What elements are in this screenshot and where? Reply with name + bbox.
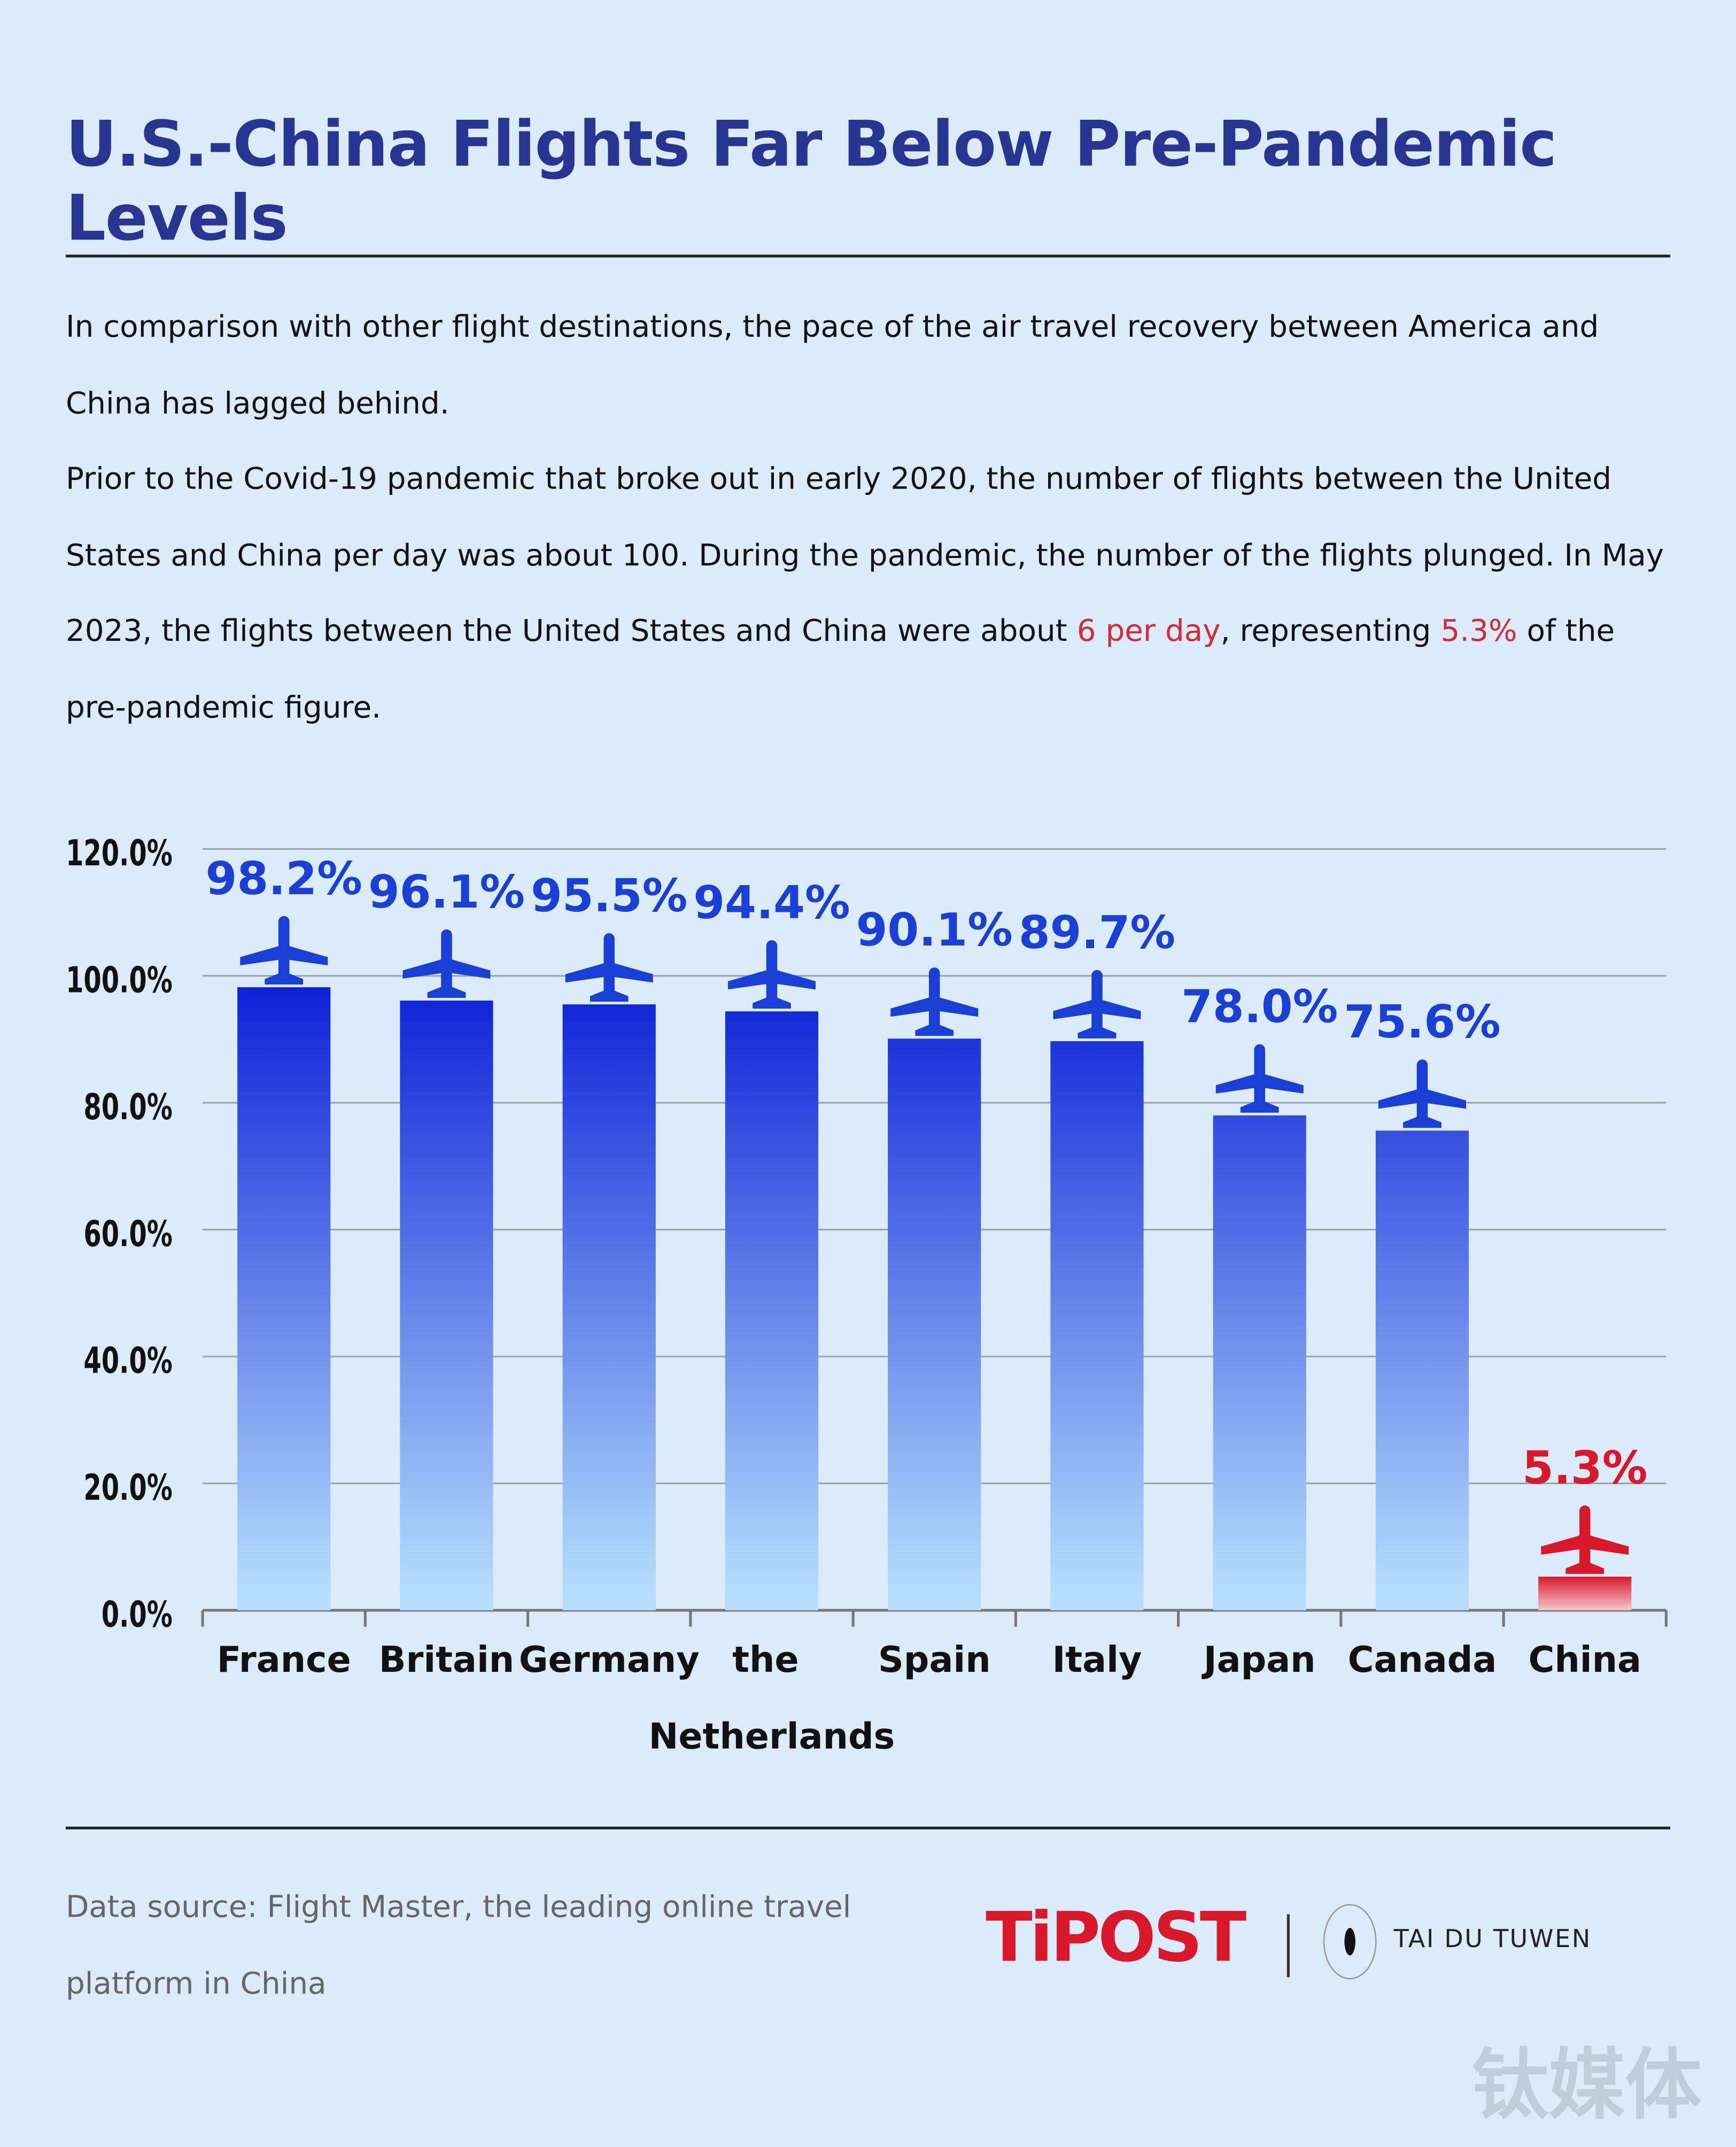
- text: Prior to the Covid-19 pandemic that brok…: [65, 462, 1664, 649]
- x-tick-label: Canada: [1348, 1639, 1497, 1680]
- text: of the pre-pandemic figure.: [65, 615, 1615, 725]
- plane-icon: [240, 916, 328, 985]
- separator: [1286, 1914, 1290, 1978]
- bar: [237, 987, 331, 1610]
- bar: [1050, 1041, 1144, 1610]
- text: , representing: [1220, 615, 1441, 649]
- paragraph: In comparison with other flight destinat…: [66, 290, 1670, 442]
- y-tick-label: 100.0%: [66, 959, 173, 1001]
- value-label: 98.2%: [206, 852, 362, 905]
- highlight: 5.3%: [1440, 615, 1517, 649]
- y-tick-label: 60.0%: [83, 1213, 172, 1254]
- source: Data source: Flight Master, the leading …: [65, 1890, 851, 2002]
- bar: [1213, 1115, 1306, 1610]
- y-tick-label: 120.0%: [66, 832, 173, 874]
- value-label: 5.3%: [1522, 1442, 1647, 1494]
- title: U.S.-China Flights Far Below Pre-Pandemi…: [65, 106, 1557, 255]
- y-tick-label: 80.0%: [83, 1086, 172, 1128]
- description: In comparison with other flight destinat…: [66, 290, 1670, 746]
- plane-icon: [1378, 1059, 1466, 1128]
- brand: TAI DU TUWEN: [1393, 1925, 1592, 1954]
- bar: [1538, 1576, 1632, 1610]
- value-label: 95.5%: [531, 870, 687, 922]
- bar: [1375, 1130, 1469, 1610]
- x-tick-label: the Netherlands: [649, 1639, 895, 1757]
- value-label: 94.4%: [693, 877, 850, 929]
- value-label: 90.1%: [856, 904, 1013, 956]
- x-tick-label: Japan: [1202, 1639, 1316, 1680]
- brand-icon: [1323, 1904, 1377, 1980]
- bar: [888, 1038, 981, 1610]
- x-tick-label: France: [217, 1639, 351, 1680]
- chart: 0.0% 20.0% 40.0% 60.0% 80.0% 100.0% 120.0% Fran…: [66, 832, 1668, 1757]
- y-tick-label: 20.0%: [83, 1467, 172, 1508]
- plane-icon: [890, 967, 979, 1036]
- plane-icon: [728, 940, 816, 1009]
- plane-icon: [1053, 970, 1141, 1038]
- plane-icon: [1541, 1505, 1629, 1574]
- x-tick-label: Italy: [1052, 1639, 1142, 1680]
- bar: [562, 1004, 656, 1610]
- plane-icon: [565, 933, 653, 1002]
- x-tick-label: Germany: [519, 1639, 700, 1680]
- plane-icon: [1215, 1044, 1304, 1113]
- rule: [65, 254, 1671, 258]
- highlight: 6 per day: [1076, 615, 1221, 649]
- plane-icon: [402, 929, 491, 998]
- y-tick-label: 40.0%: [83, 1340, 172, 1382]
- x-tick-label: China: [1528, 1639, 1641, 1680]
- rule: [65, 1826, 1671, 1830]
- x-tick-label: Britain: [379, 1639, 514, 1680]
- bar: [400, 1001, 493, 1610]
- value-label: 89.7%: [1019, 906, 1175, 959]
- logo: TiPOST: [986, 1897, 1246, 1978]
- value-label: 75.6%: [1344, 996, 1500, 1048]
- watermark: 钛媒体: [1471, 2041, 1702, 2131]
- value-label: 96.1%: [368, 866, 525, 918]
- x-tick-label: Spain: [878, 1639, 991, 1680]
- bar: [725, 1011, 819, 1610]
- text: In comparison with other flight destinat…: [65, 311, 1599, 421]
- paragraph: Prior to the Covid-19 pandemic that brok…: [66, 442, 1670, 746]
- y-tick-label: 0.0%: [102, 1594, 173, 1636]
- value-label: 78.0%: [1181, 981, 1338, 1033]
